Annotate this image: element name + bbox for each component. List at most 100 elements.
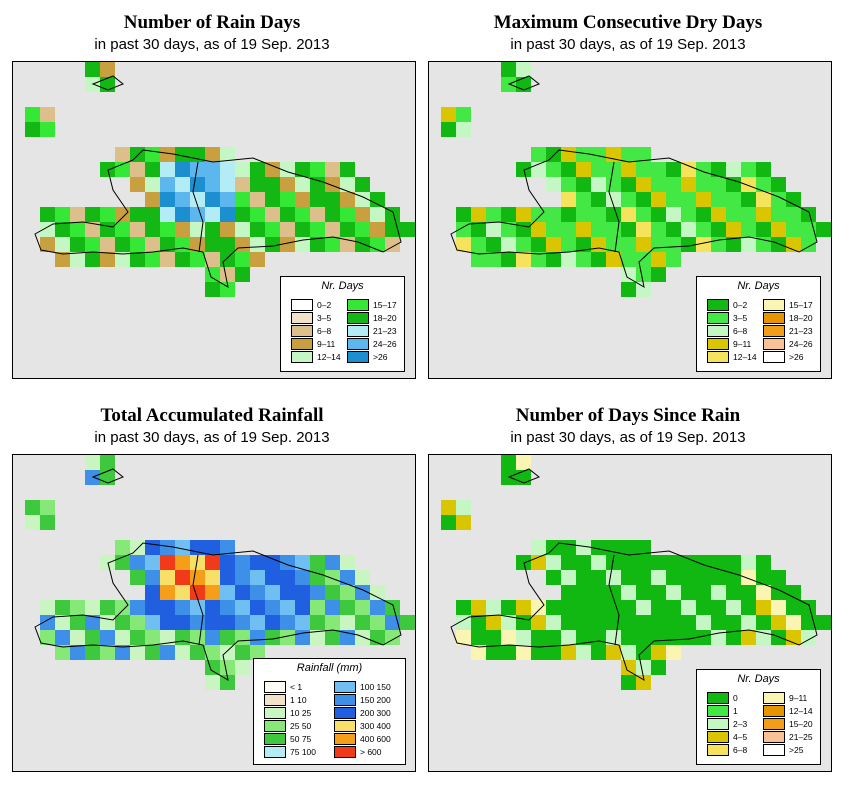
grid-cell <box>546 615 561 630</box>
grid-cell <box>205 585 220 600</box>
grid-cell <box>726 237 741 252</box>
grid-cell <box>100 455 115 470</box>
grid-cell <box>711 177 726 192</box>
grid-cell <box>711 615 726 630</box>
grid-cell <box>546 147 561 162</box>
grid-cell <box>501 207 516 222</box>
grid-cell <box>160 207 175 222</box>
grid-cell <box>85 455 100 470</box>
grid-cell <box>100 252 115 267</box>
grid-cell <box>771 237 786 252</box>
grid-cell <box>726 177 741 192</box>
grid-cell <box>816 615 831 630</box>
grid-cell <box>591 615 606 630</box>
grid-cell <box>531 237 546 252</box>
grid-cell <box>546 222 561 237</box>
grid-cell <box>175 600 190 615</box>
grid-cell <box>175 585 190 600</box>
grid-cell <box>85 470 100 485</box>
grid-cell <box>621 252 636 267</box>
grid-cell <box>220 600 235 615</box>
grid-cell <box>280 570 295 585</box>
legend-label: 25 50 <box>290 721 312 731</box>
grid-cell <box>40 515 55 530</box>
grid-cell <box>741 555 756 570</box>
grid-cell <box>501 237 516 252</box>
grid-cell <box>55 645 70 660</box>
grid-cell <box>190 645 205 660</box>
grid-cell <box>546 570 561 585</box>
grid-cell <box>546 540 561 555</box>
grid-cell <box>265 555 280 570</box>
grid-cell <box>145 585 160 600</box>
grid-cell <box>636 222 651 237</box>
grid-cell <box>250 162 265 177</box>
grid-cell <box>40 107 55 122</box>
legend-label: 2–3 <box>733 719 748 729</box>
grid-cell <box>205 147 220 162</box>
legend-label: 6–8 <box>733 326 748 336</box>
grid-cell <box>696 237 711 252</box>
legend-label: >26 <box>789 352 804 362</box>
grid-cell <box>501 630 516 645</box>
grid-cell <box>340 585 355 600</box>
grid-cell <box>516 222 531 237</box>
grid-cell <box>651 600 666 615</box>
grid-cell <box>325 555 340 570</box>
map-dry-days[interactable]: Nr. Days 0–2 3–5 6–8 9–11 12–14 15–17 18–20 21–… <box>428 61 832 379</box>
grid-cell <box>681 600 696 615</box>
legend-label: 9–11 <box>317 339 336 349</box>
grid-cell <box>741 585 756 600</box>
grid-cell <box>786 585 801 600</box>
country-border <box>608 554 620 646</box>
grid-cell <box>546 237 561 252</box>
grid-cell <box>591 222 606 237</box>
grid-cell <box>771 222 786 237</box>
grid-cell <box>546 630 561 645</box>
grid-cell <box>621 207 636 222</box>
map-days-since-rain[interactable]: Nr. Days 0 1 2–3 4–5 6–8 9–11 12–14 15–20 21–25 >… <box>428 454 832 772</box>
grid-cell <box>160 600 175 615</box>
grid-cell <box>516 252 531 267</box>
legend-swatch <box>763 744 785 756</box>
grid-cell <box>235 630 250 645</box>
grid-cell <box>666 192 681 207</box>
grid-cell <box>265 237 280 252</box>
grid-cell <box>250 570 265 585</box>
legend-label: 9–11 <box>789 693 808 703</box>
grid-cell <box>771 630 786 645</box>
map-grid <box>441 455 831 690</box>
grid-cell <box>250 555 265 570</box>
map-rainfall[interactable]: Rainfall (mm) < 1 1 10 10 25 25 50 50 75 75 1… <box>12 454 416 772</box>
grid-cell <box>325 222 340 237</box>
grid-cell <box>280 237 295 252</box>
grid-cell <box>681 570 696 585</box>
grid-cell <box>340 192 355 207</box>
grid-cell <box>741 570 756 585</box>
grid-cell <box>741 177 756 192</box>
grid-cell <box>606 252 621 267</box>
legend: Rainfall (mm) < 1 1 10 10 25 25 50 50 75 75 1… <box>253 658 406 765</box>
grid-cell <box>175 630 190 645</box>
grid-cell <box>265 192 280 207</box>
grid-cell <box>726 630 741 645</box>
grid-cell <box>205 615 220 630</box>
grid-cell <box>546 162 561 177</box>
grid-cell <box>235 222 250 237</box>
grid-cell <box>355 207 370 222</box>
grid-cell <box>561 600 576 615</box>
grid-cell <box>756 222 771 237</box>
legend-swatch <box>707 718 729 730</box>
grid-cell <box>741 192 756 207</box>
grid-cell <box>501 222 516 237</box>
grid-cell <box>205 177 220 192</box>
grid-cell <box>295 192 310 207</box>
grid-cell <box>681 630 696 645</box>
grid-cell <box>726 222 741 237</box>
grid-cell <box>636 267 651 282</box>
grid-cell <box>100 615 115 630</box>
map-rain-days[interactable]: Nr. Days 0–2 3–5 6–8 9–11 12–14 15–17 18–20 21–… <box>12 61 416 379</box>
grid-cell <box>205 222 220 237</box>
grid-cell <box>591 252 606 267</box>
grid-cell <box>325 600 340 615</box>
